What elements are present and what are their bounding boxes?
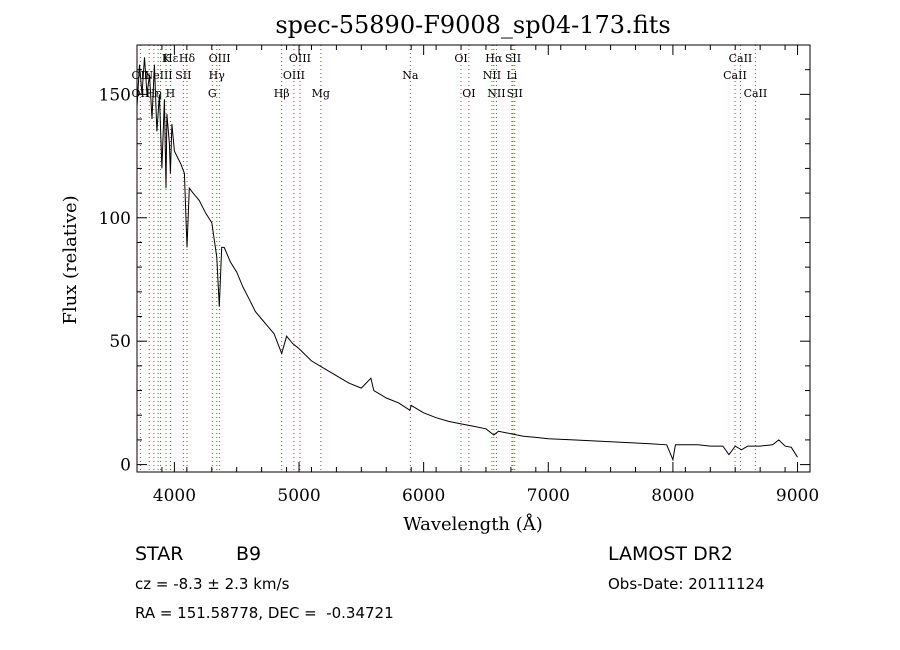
spectral-line-label: Hβ — [274, 87, 290, 100]
spectral-line-label: CaII — [744, 87, 768, 100]
y-tick-label: 50 — [109, 332, 131, 352]
x-tick-label: 6000 — [402, 486, 445, 506]
spectral-line-label: CaII — [729, 52, 753, 65]
x-tick-label: 4000 — [153, 486, 196, 506]
spectrum-line — [136, 57, 798, 462]
spectral-line-label: Li — [506, 69, 517, 82]
chart-title: spec-55890-F9008_sp04-173.fits — [275, 11, 670, 39]
spectral-subclass: B9 — [236, 543, 262, 565]
x-axis-label: Wavelength (Å) — [403, 513, 543, 535]
spectral-line-label: H — [166, 87, 176, 100]
spectral-line-label: K — [162, 52, 171, 65]
spectral-line-label: Hγ — [209, 69, 226, 82]
spectrum-series — [136, 57, 798, 462]
plot-frame — [136, 44, 811, 473]
spectral-line-label: OI — [454, 52, 467, 65]
spectral-line-label: Hη — [146, 87, 162, 100]
spectral-line-label: G — [208, 87, 217, 100]
y-axis-label: Flux (relative) — [60, 195, 81, 324]
redshift-text: cz = -8.3 ± 2.3 km/s — [135, 575, 290, 593]
spectral-line-label: OII — [132, 87, 150, 100]
spectral-line-label: NII — [487, 87, 505, 100]
obs-date: Obs-Date: 20111124 — [608, 575, 765, 593]
y-tick-label: 150 — [99, 85, 131, 105]
spectral-line-label: OII — [132, 69, 150, 82]
spectral-line-label: OIII — [209, 52, 231, 65]
spectral-line-label: Mg — [312, 87, 330, 100]
x-tick-label: 8000 — [651, 486, 694, 506]
emission-line-markers — [139, 45, 756, 472]
spectral-line-label: OIII — [283, 69, 305, 82]
y-axis-ticks: 0 50 100 150 — [99, 44, 810, 476]
spectral-line-label: NII — [483, 69, 501, 82]
survey-name: LAMOST DR2 — [608, 543, 733, 565]
spectral-line-label: NeIII — [143, 69, 172, 82]
spectral-line-label: Hα — [485, 52, 503, 65]
object-type: STAR — [135, 543, 184, 565]
coordinates: RA = 151.58778, DEC = -0.34721 — [135, 604, 394, 622]
spectral-line-label: OIII — [289, 52, 311, 65]
x-axis-ticks: 4000 5000 6000 7000 8000 9000 — [136, 45, 819, 506]
spectral-line-label: Hδ — [179, 52, 196, 65]
spectral-line-label: CaII — [723, 69, 747, 82]
spectral-line-label: Hε — [163, 52, 179, 65]
x-tick-label: 7000 — [527, 486, 570, 506]
spectral-line-label: SII — [507, 87, 523, 100]
x-tick-label: 9000 — [776, 486, 819, 506]
y-tick-label: 0 — [120, 456, 131, 476]
spectral-line-label: SII — [505, 52, 521, 65]
x-tick-label: 5000 — [277, 486, 320, 506]
spectral-line-label: SII — [175, 69, 191, 82]
spectral-line-label: OI — [462, 87, 475, 100]
y-tick-label: 100 — [99, 209, 131, 229]
spectral-line-label: Na — [402, 69, 419, 82]
